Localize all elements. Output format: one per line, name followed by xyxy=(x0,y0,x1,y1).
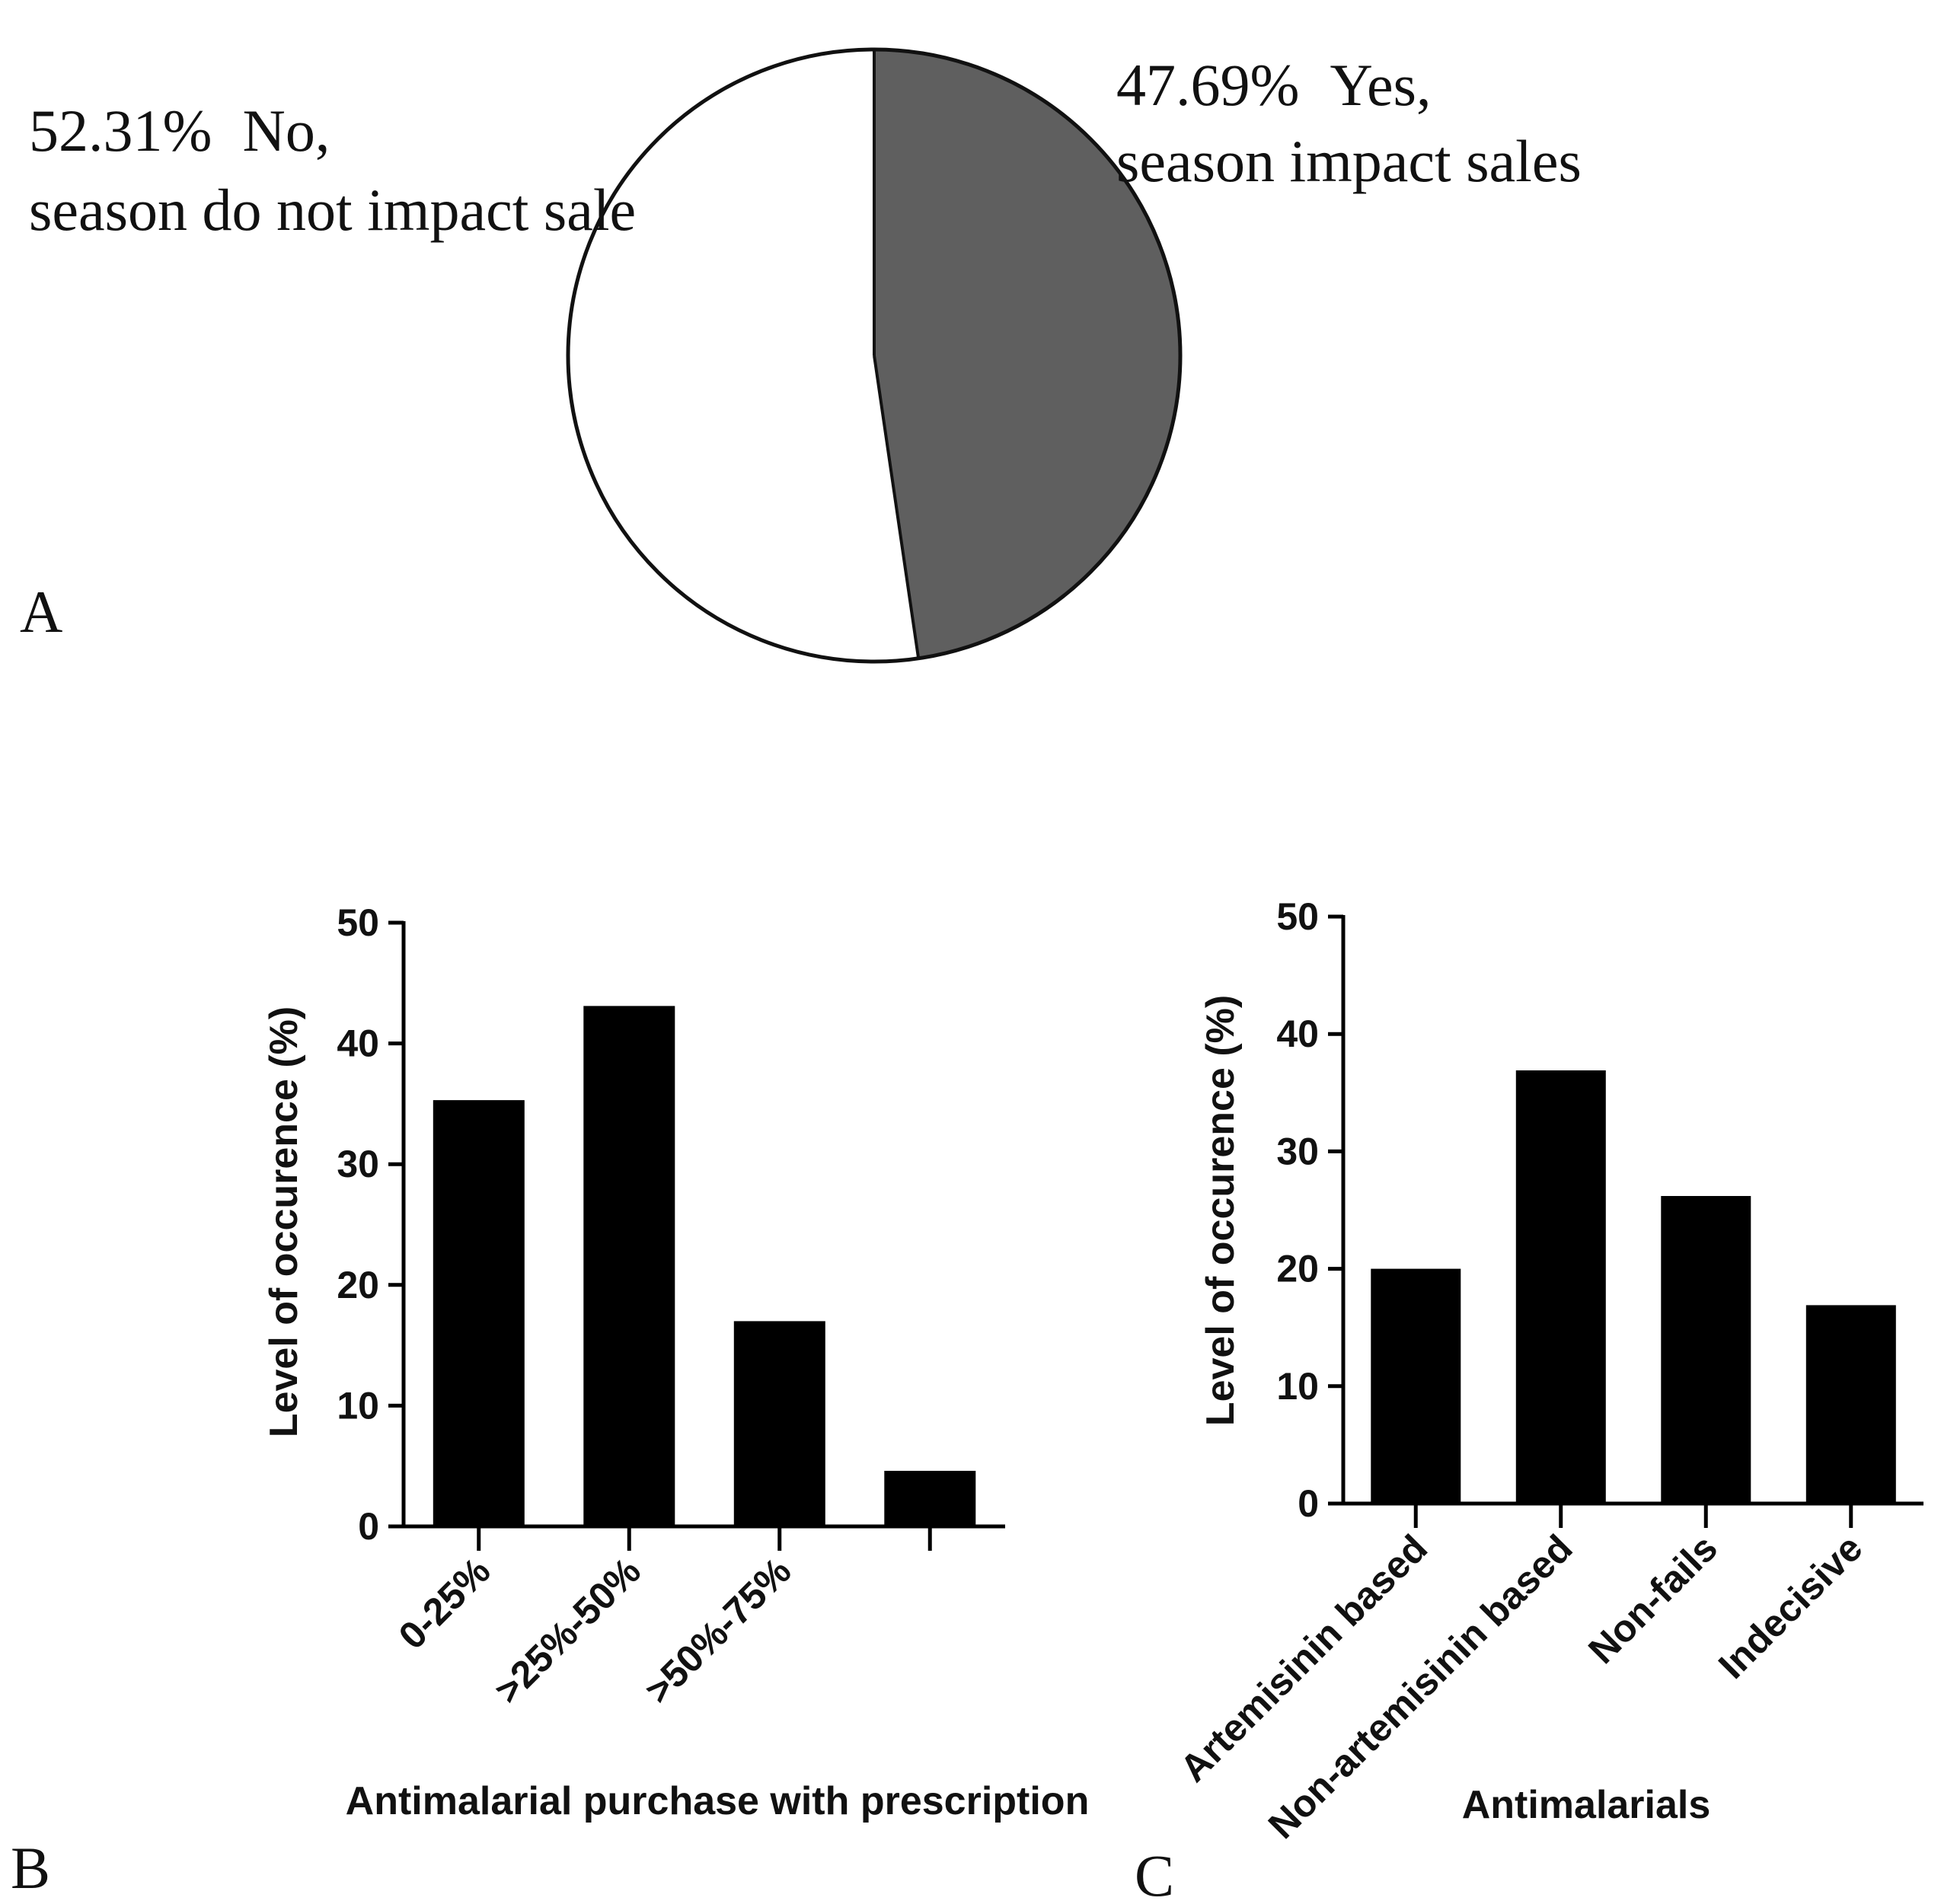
pie-slice-edge xyxy=(873,355,921,659)
pie-label-yes: 47.69% Yes, xyxy=(1116,52,1431,118)
chart-c-y-tick-label: 50 xyxy=(1276,895,1319,938)
chart-b-y-tick-label: 0 xyxy=(358,1505,379,1548)
chart-b-bar-1 xyxy=(433,1100,525,1526)
chart-c-bar-4 xyxy=(1805,1305,1896,1504)
chart-b-y-tick-label: 10 xyxy=(337,1384,379,1427)
pie-label-no: 52.31% No, xyxy=(29,97,330,164)
chart-c-bar-3 xyxy=(1661,1196,1751,1504)
pie-slice-yes xyxy=(874,49,1180,659)
pie-outline xyxy=(566,47,1183,664)
chart-b-x-axis-title: Antimalarial purchase with prescription xyxy=(346,1779,1090,1823)
panel-letter-b: B xyxy=(11,1835,50,1901)
panel-letter-a: A xyxy=(20,579,62,645)
pie-label-no-description: season do not impact sale xyxy=(29,177,636,243)
chart-c-y-tick-label: 20 xyxy=(1276,1248,1319,1290)
pie-label-yes-pct: 47.69% xyxy=(1116,52,1299,118)
chart-b-y-tick-label: 30 xyxy=(337,1143,379,1185)
chart-b-x-tick-label: >25%-50% xyxy=(487,1549,650,1712)
chart-c-y-tick-label: 40 xyxy=(1276,1013,1319,1055)
chart-b-x-tick-label: 0-25% xyxy=(391,1549,499,1657)
pie-label-no-pct: 52.31% xyxy=(29,97,212,164)
chart-b-y-tick-label: 40 xyxy=(337,1022,379,1065)
chart-b-y-tick-label: 50 xyxy=(337,901,379,944)
pie-slice-no xyxy=(567,49,919,662)
chart-c-bar-1 xyxy=(1371,1268,1461,1504)
chart-c-x-tick-label: Non-fails xyxy=(1580,1526,1726,1672)
pie-slices xyxy=(566,47,1183,664)
pie-label-no-answer: No, xyxy=(242,97,330,164)
chart-c-y-tick-label: 0 xyxy=(1298,1482,1319,1525)
panel-a-pie-chart: 52.31% No, season do not impact sale 47.6… xyxy=(20,47,1582,664)
chart-c-y-tick-label: 10 xyxy=(1276,1365,1319,1408)
panel-b-bar-chart: 0 10 20 30 40 50 0-25%>25%-50%>50%-75% Antimal… xyxy=(11,901,1089,1901)
chart-b-bar-4 xyxy=(884,1471,976,1526)
chart-b-bar-3 xyxy=(733,1321,825,1526)
chart-c-x-axis-title: Antimalarials xyxy=(1462,1783,1711,1827)
pie-label-yes-answer: Yes, xyxy=(1330,52,1431,118)
chart-c-y-axis-title: Level of occurence (%) xyxy=(1199,995,1243,1426)
chart-b-y-axis-title: Level of occurence (%) xyxy=(262,1006,306,1437)
panel-letter-c: C xyxy=(1135,1842,1174,1904)
chart-c-bar-2 xyxy=(1515,1070,1606,1504)
chart-b-x-tick-label: >50%-75% xyxy=(637,1549,800,1712)
chart-c-x-tick-label: Artemisinin based xyxy=(1172,1526,1435,1790)
chart-b-bars xyxy=(433,1006,976,1526)
chart-c-x-tick-label: Indecisive xyxy=(1710,1526,1871,1687)
chart-c-y-tick-label: 30 xyxy=(1276,1130,1319,1172)
pie-label-yes-description: season impact sales xyxy=(1116,128,1582,194)
chart-b-y-tick-label: 20 xyxy=(337,1264,379,1306)
chart-c-bars xyxy=(1371,1070,1896,1504)
chart-b-bar-2 xyxy=(583,1006,675,1526)
